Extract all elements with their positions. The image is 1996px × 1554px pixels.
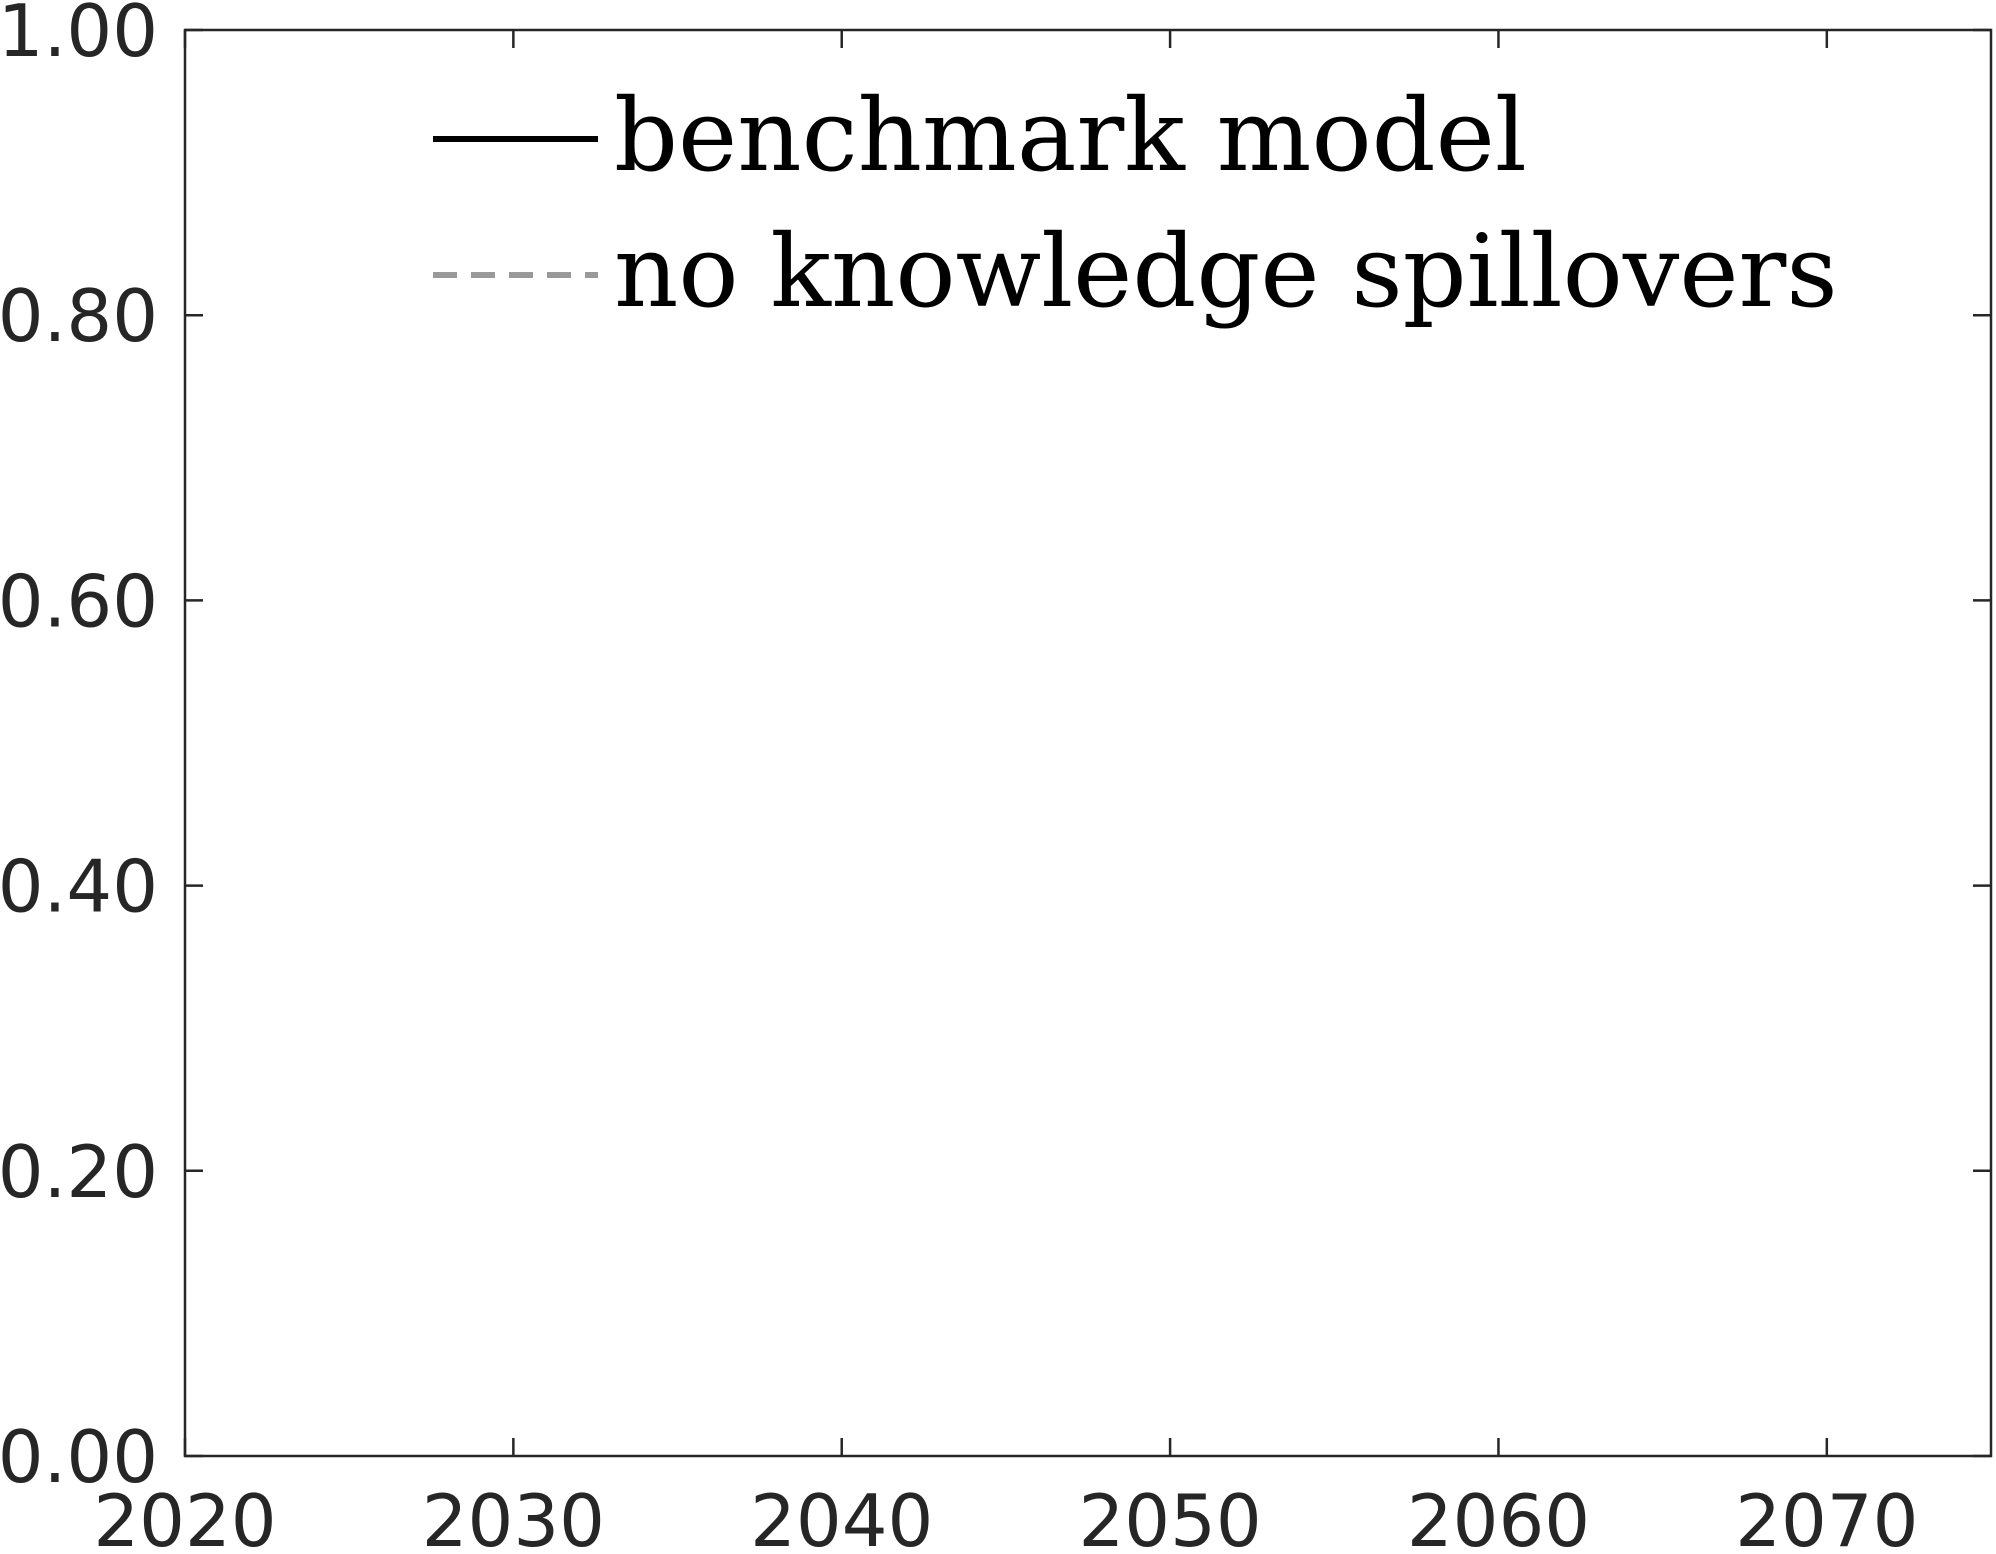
x-tick-label: 2040 — [750, 1479, 933, 1554]
x-tick-label: 2050 — [1078, 1479, 1261, 1554]
y-tick-label: 0.60 — [0, 559, 158, 643]
legend-label-no-knowledge-spillovers: no knowledge spillovers — [614, 213, 1838, 330]
x-tick-label: 2060 — [1407, 1479, 1590, 1554]
x-tick-label: 2030 — [422, 1479, 605, 1554]
plot-area — [183, 28, 1993, 1458]
x-tick-label: 2070 — [1735, 1479, 1918, 1554]
y-axis: 0.00 0.20 0.40 0.60 0.80 1.00 — [0, 0, 1991, 1499]
y-tick-label: 1.00 — [0, 0, 158, 73]
x-axis: 2020 2030 2040 2050 2060 2070 — [93, 30, 1918, 1554]
y-tick-label: 0.00 — [0, 1415, 158, 1499]
legend-label-benchmark-model: benchmark model — [614, 77, 1527, 194]
y-tick-label: 0.40 — [0, 845, 158, 929]
y-tick-label: 0.20 — [0, 1130, 158, 1214]
legend: benchmark model no knowledge spillovers — [433, 77, 1838, 330]
y-tick-label: 0.80 — [0, 274, 158, 358]
axes-frame — [183, 28, 1993, 1458]
x-tick-label: 2020 — [93, 1479, 276, 1554]
